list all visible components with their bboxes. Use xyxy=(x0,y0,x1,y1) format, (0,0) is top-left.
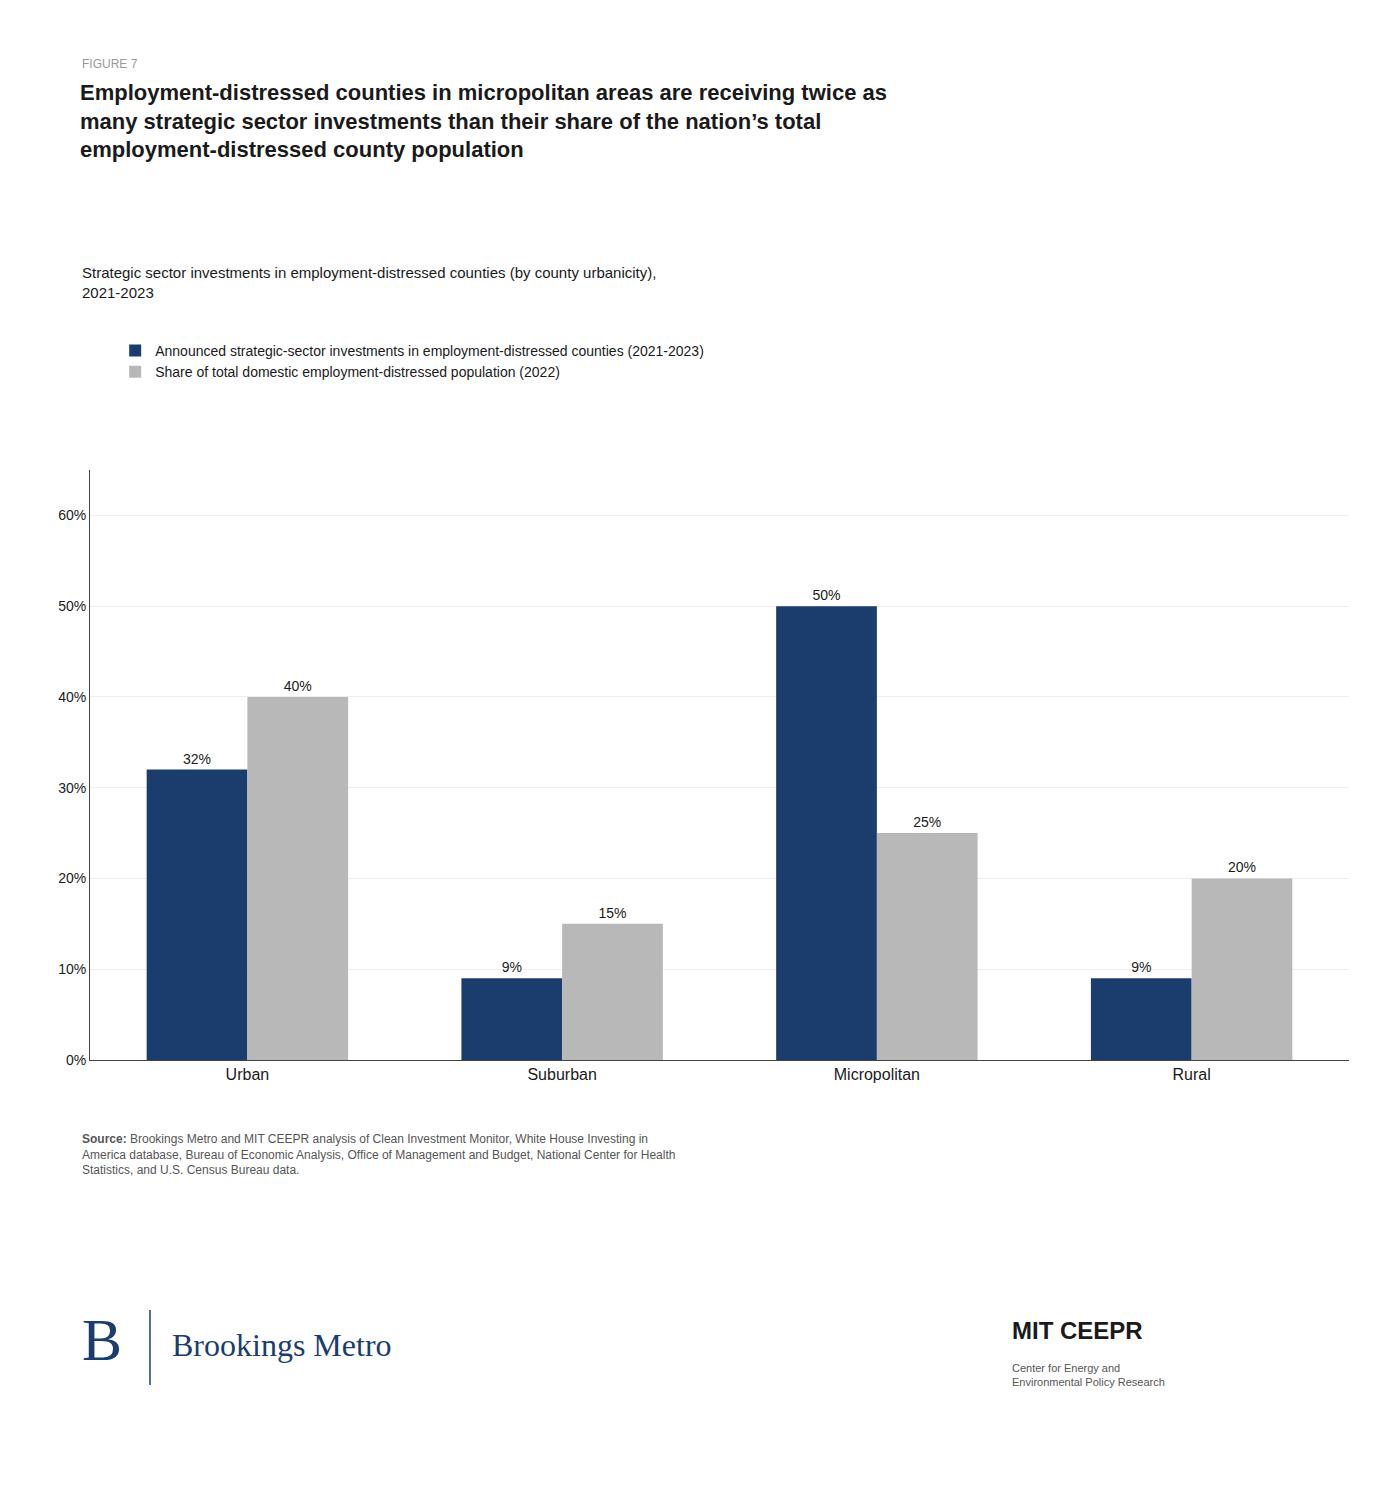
svg-text:Micropolitan: Micropolitan xyxy=(834,1066,920,1083)
svg-text:30%: 30% xyxy=(58,780,86,796)
svg-text:FIGURE 7: FIGURE 7 xyxy=(82,57,138,71)
svg-text:Urban: Urban xyxy=(226,1066,270,1083)
svg-text:40%: 40% xyxy=(58,689,86,705)
svg-text:Rural: Rural xyxy=(1173,1066,1211,1083)
svg-text:50%: 50% xyxy=(58,598,86,614)
svg-text:50%: 50% xyxy=(813,587,841,603)
svg-text:Suburban: Suburban xyxy=(527,1066,596,1083)
svg-text:Share of total domestic employ: Share of total domestic employment-distr… xyxy=(155,364,560,380)
svg-text:MIT CEEPR: MIT CEEPR xyxy=(1012,1317,1143,1344)
svg-text:32%: 32% xyxy=(183,751,211,767)
svg-text:B: B xyxy=(82,1307,122,1373)
svg-text:Brookings Metro: Brookings Metro xyxy=(172,1327,392,1363)
svg-text:9%: 9% xyxy=(502,959,522,975)
svg-text:20%: 20% xyxy=(58,870,86,886)
svg-text:Center for Energy andEnvironme: Center for Energy andEnvironmental Polic… xyxy=(1012,1362,1165,1388)
svg-text:60%: 60% xyxy=(58,507,86,523)
svg-text:Source: Brookings Metro and MI: Source: Brookings Metro and MIT CEEPR an… xyxy=(82,1132,675,1177)
svg-text:40%: 40% xyxy=(284,678,312,694)
svg-text:25%: 25% xyxy=(913,814,941,830)
svg-text:15%: 15% xyxy=(598,905,626,921)
svg-text:10%: 10% xyxy=(58,961,86,977)
svg-text:Employment-distressed counties: Employment-distressed counties in microp… xyxy=(80,80,887,162)
svg-text:Announced strategic-sector inv: Announced strategic-sector investments i… xyxy=(155,343,704,359)
svg-text:0%: 0% xyxy=(66,1052,86,1068)
svg-text:Strategic sector investments i: Strategic sector investments in employme… xyxy=(82,264,656,301)
svg-text:20%: 20% xyxy=(1228,859,1256,875)
svg-text:9%: 9% xyxy=(1131,959,1151,975)
